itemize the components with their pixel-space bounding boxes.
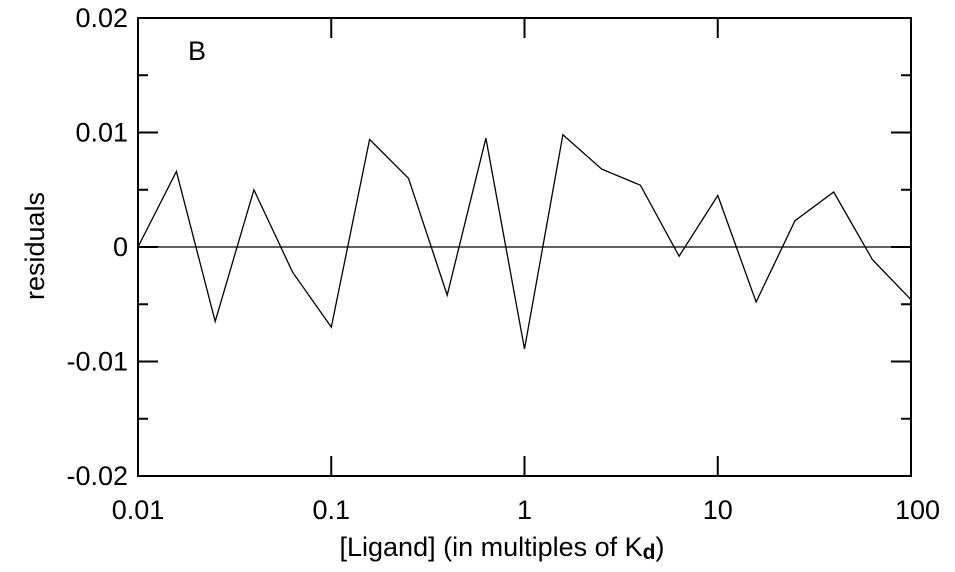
x-tick-label: 1 xyxy=(517,495,532,525)
plot-frame xyxy=(137,17,912,477)
y-tick-label: 0.01 xyxy=(75,118,128,148)
x-axis-title: [Ligand] (in multiples of Kd) xyxy=(340,532,665,564)
y-tick-label: 0.02 xyxy=(75,3,128,33)
y-tick-label: 0 xyxy=(113,232,128,262)
y-tick-label: -0.01 xyxy=(66,347,128,377)
x-axis-title-main: [Ligand] (in multiples of K xyxy=(340,532,643,562)
panel-label: B xyxy=(188,36,206,66)
y-tick-labels-group: -0.02 -0.01 0 0.01 0.02 xyxy=(66,3,128,491)
x-tick-labels-group: 0.01 0.1 1 10 100 xyxy=(112,495,940,525)
x-tick-label: 100 xyxy=(895,495,940,525)
y-axis-title: residuals xyxy=(20,192,50,300)
x-tick-label: 0.1 xyxy=(312,495,350,525)
residuals-series-line xyxy=(137,133,912,350)
x-axis-title-subscript: d xyxy=(643,541,656,564)
x-tick-label: 0.01 xyxy=(112,495,165,525)
y-tick-label: -0.02 xyxy=(66,461,128,491)
x-tick-label: 10 xyxy=(703,495,733,525)
x-axis-title-suffix: ) xyxy=(656,532,665,562)
